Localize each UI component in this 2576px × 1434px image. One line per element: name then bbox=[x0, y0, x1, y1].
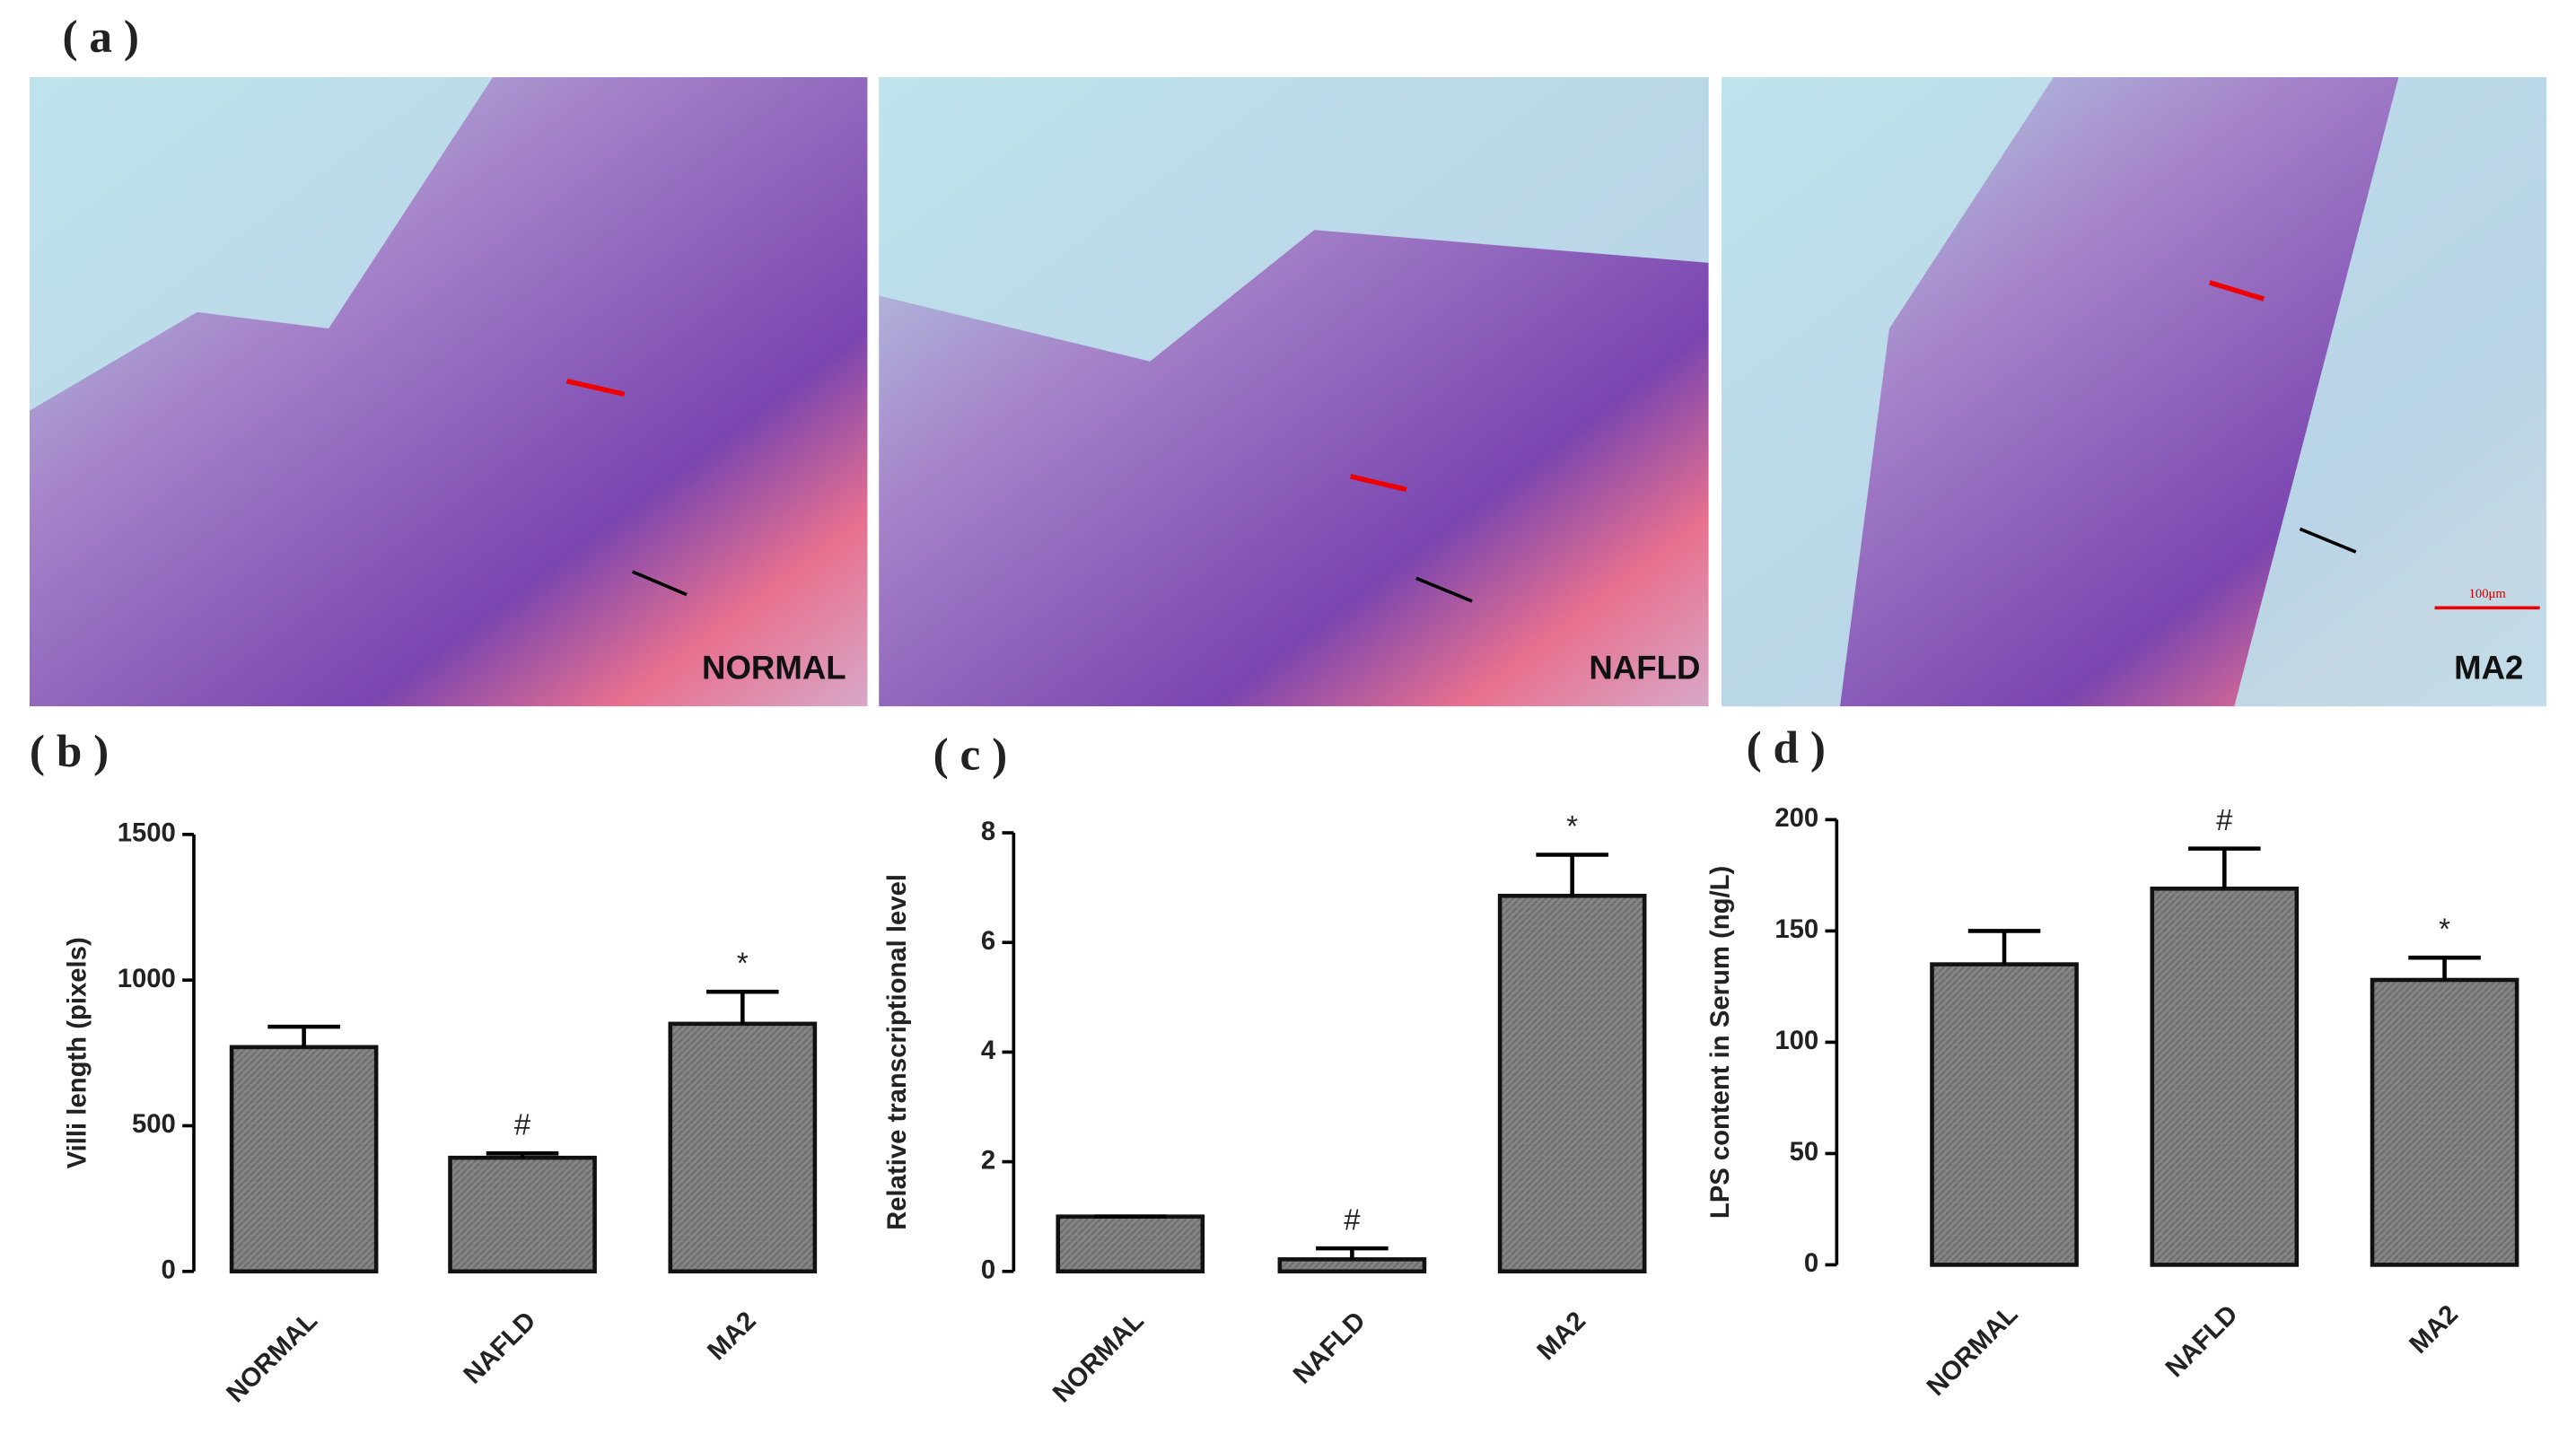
y-tick-label: 0 bbox=[162, 1255, 176, 1285]
y-tick-label: 8 bbox=[981, 817, 995, 846]
error-bar bbox=[267, 1024, 340, 1047]
y-tick-label: 100 bbox=[1774, 1026, 1818, 1055]
error-bar bbox=[486, 1151, 559, 1159]
bar bbox=[2370, 977, 2519, 1267]
error-bar bbox=[1316, 1246, 1389, 1260]
significance-label: * bbox=[1566, 809, 1578, 843]
y-tick-label: 0 bbox=[981, 1255, 995, 1285]
image-label: NORMAL bbox=[702, 650, 846, 686]
y-tick-label: 500 bbox=[132, 1109, 176, 1139]
micrograph: NAFLD bbox=[879, 77, 1709, 707]
x-tick-label: NORMAL bbox=[221, 1306, 323, 1408]
image-label: NAFLD bbox=[1589, 650, 1700, 686]
error-bar bbox=[2188, 846, 2261, 889]
bar bbox=[2150, 887, 2300, 1267]
scale-bar-label: 100μm bbox=[2469, 587, 2507, 601]
significance-label: # bbox=[2216, 803, 2233, 836]
micrograph: NORMAL bbox=[29, 77, 868, 707]
error-bar bbox=[1967, 929, 2041, 965]
x-tick-label: NORMAL bbox=[1921, 1299, 2023, 1402]
y-tick-label: 0 bbox=[1804, 1248, 1818, 1278]
y-tick-label: 6 bbox=[981, 926, 995, 956]
error-bar bbox=[706, 989, 779, 1024]
x-tick-label: MA2 bbox=[1531, 1306, 1591, 1366]
x-tick-label: NAFLD bbox=[2160, 1299, 2243, 1383]
bar bbox=[229, 1045, 379, 1274]
bar bbox=[1277, 1257, 1427, 1274]
bar bbox=[1497, 894, 1647, 1274]
x-tick-label: MA2 bbox=[2404, 1299, 2464, 1360]
significance-label: # bbox=[514, 1108, 531, 1141]
bar bbox=[668, 1021, 818, 1274]
panel-label: ( a ) bbox=[63, 12, 139, 63]
x-tick-label: NAFLD bbox=[458, 1306, 541, 1389]
y-axis-label: Villi length (pixels) bbox=[63, 937, 92, 1168]
panel-label: ( c ) bbox=[933, 729, 1008, 780]
micrograph: 100μm MA2 bbox=[1722, 77, 2547, 707]
y-tick-label: 2 bbox=[981, 1145, 995, 1175]
panel-label: ( b ) bbox=[30, 726, 109, 777]
bar bbox=[448, 1155, 597, 1274]
x-tick-label: NAFLD bbox=[1287, 1306, 1371, 1389]
y-tick-label: 150 bbox=[1774, 914, 1818, 944]
panel-label: ( d ) bbox=[1747, 722, 1826, 774]
y-tick-label: 200 bbox=[1774, 803, 1818, 833]
y-axis-label: LPS content in Serum (ng/L) bbox=[1705, 866, 1735, 1219]
y-axis-label: Relative transcriptional level bbox=[882, 874, 912, 1230]
significance-label: * bbox=[737, 947, 749, 980]
y-tick-label: 4 bbox=[981, 1036, 996, 1065]
error-bar bbox=[2408, 955, 2481, 980]
bar bbox=[1930, 962, 2079, 1267]
y-tick-label: 1500 bbox=[118, 818, 176, 848]
error-bar bbox=[1536, 853, 1608, 896]
image-label: MA2 bbox=[2454, 650, 2523, 686]
significance-label: * bbox=[2439, 913, 2450, 946]
x-tick-label: NORMAL bbox=[1047, 1306, 1150, 1408]
bar bbox=[1056, 1214, 1205, 1274]
x-tick-label: MA2 bbox=[702, 1306, 762, 1366]
y-tick-label: 1000 bbox=[118, 964, 176, 993]
significance-label: # bbox=[1344, 1203, 1361, 1237]
y-tick-label: 50 bbox=[1790, 1137, 1819, 1167]
